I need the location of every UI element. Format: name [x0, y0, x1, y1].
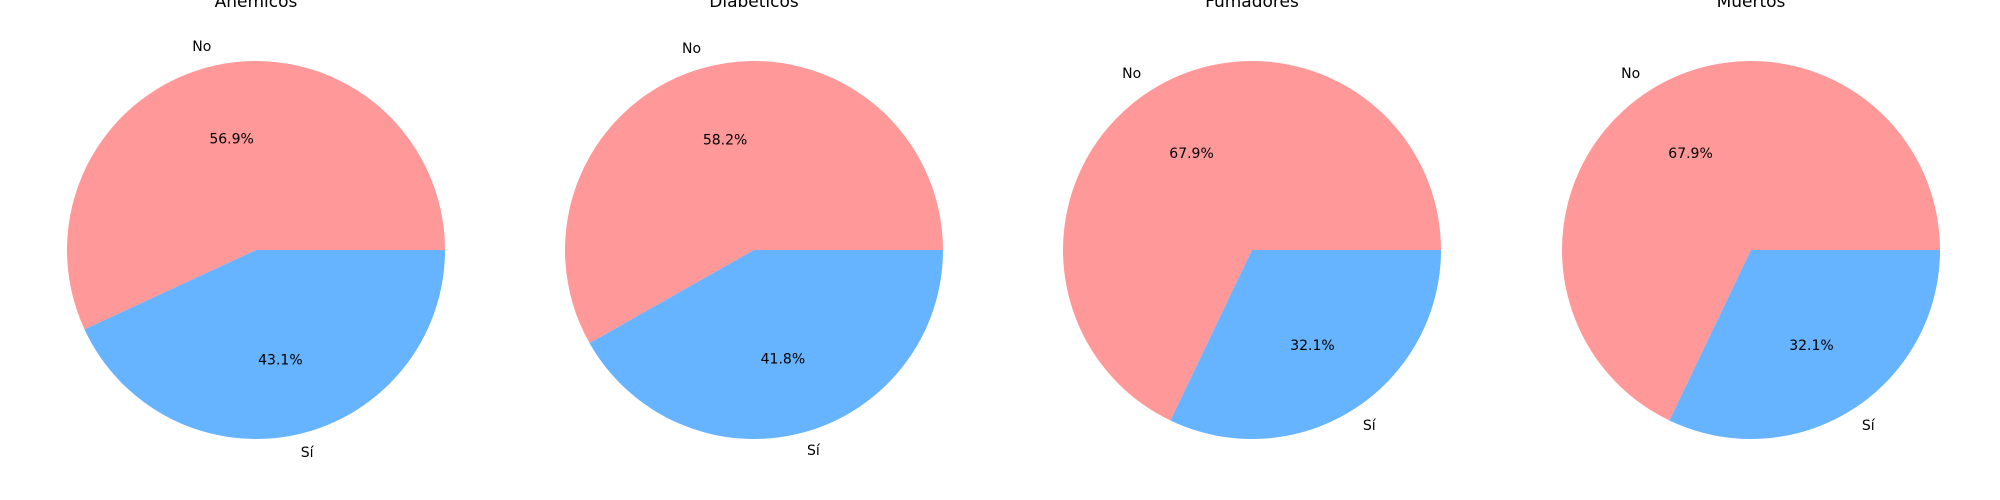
- slice-label-diabeticos-si: Sí: [807, 443, 821, 459]
- percent-label-fumadores-no: 67.9%: [1169, 146, 1213, 162]
- pie-slice-fumadores-no: [1062, 60, 1441, 421]
- slice-label-anemicos-si: Sí: [301, 445, 315, 461]
- chart-title-anemicos: Anémicos: [215, 0, 298, 12]
- chart-title-muertos: Muertos: [1717, 0, 1786, 12]
- pie-chart-muertos: No 67.9% Sí 32.1% Muertos: [1562, 0, 1941, 440]
- pie-slice-muertos-no: [1562, 61, 1941, 421]
- percent-label-diabeticos-si: 41.8%: [761, 352, 805, 368]
- percent-label-muertos-no: 67.9%: [1668, 146, 1712, 162]
- pie-slice-anemicos-si: [84, 250, 445, 439]
- slice-label-anemicos-no: No: [192, 39, 211, 55]
- pie-slice-anemicos-no: [66, 61, 445, 330]
- percent-label-diabeticos-no: 58.2%: [703, 132, 747, 148]
- percent-label-fumadores-si: 32.1%: [1290, 338, 1334, 354]
- chart-title-diabeticos: Diabéticos: [709, 0, 799, 12]
- slice-label-muertos-no: No: [1621, 66, 1640, 82]
- pie-slice-diabeticos-no: [565, 61, 943, 344]
- slice-label-diabeticos-no: No: [682, 41, 701, 57]
- chart-title-fumadores: Fumadores: [1205, 0, 1299, 12]
- percent-label-anemicos-si: 43.1%: [258, 353, 302, 369]
- slice-label-fumadores-si: Sí: [1363, 418, 1377, 434]
- pie-slice-muertos-si: [1669, 250, 1940, 440]
- slice-label-muertos-si: Sí: [1862, 418, 1876, 434]
- pie-slice-diabeticos-si: [589, 250, 943, 440]
- percent-label-muertos-si: 32.1%: [1789, 338, 1833, 354]
- pie-chart-diabeticos: No 58.2% Sí 41.8% Diabéticos: [565, 0, 943, 459]
- pie-chart-fumadores: No 67.9% Sí 32.1% Fumadores: [1062, 0, 1441, 439]
- pie-chart-anemicos: No 56.9% Sí 43.1% Anémicos: [66, 0, 445, 461]
- slice-label-fumadores-no: No: [1122, 66, 1141, 82]
- pie-slice-fumadores-si: [1170, 250, 1441, 439]
- percent-label-anemicos-no: 56.9%: [209, 131, 253, 147]
